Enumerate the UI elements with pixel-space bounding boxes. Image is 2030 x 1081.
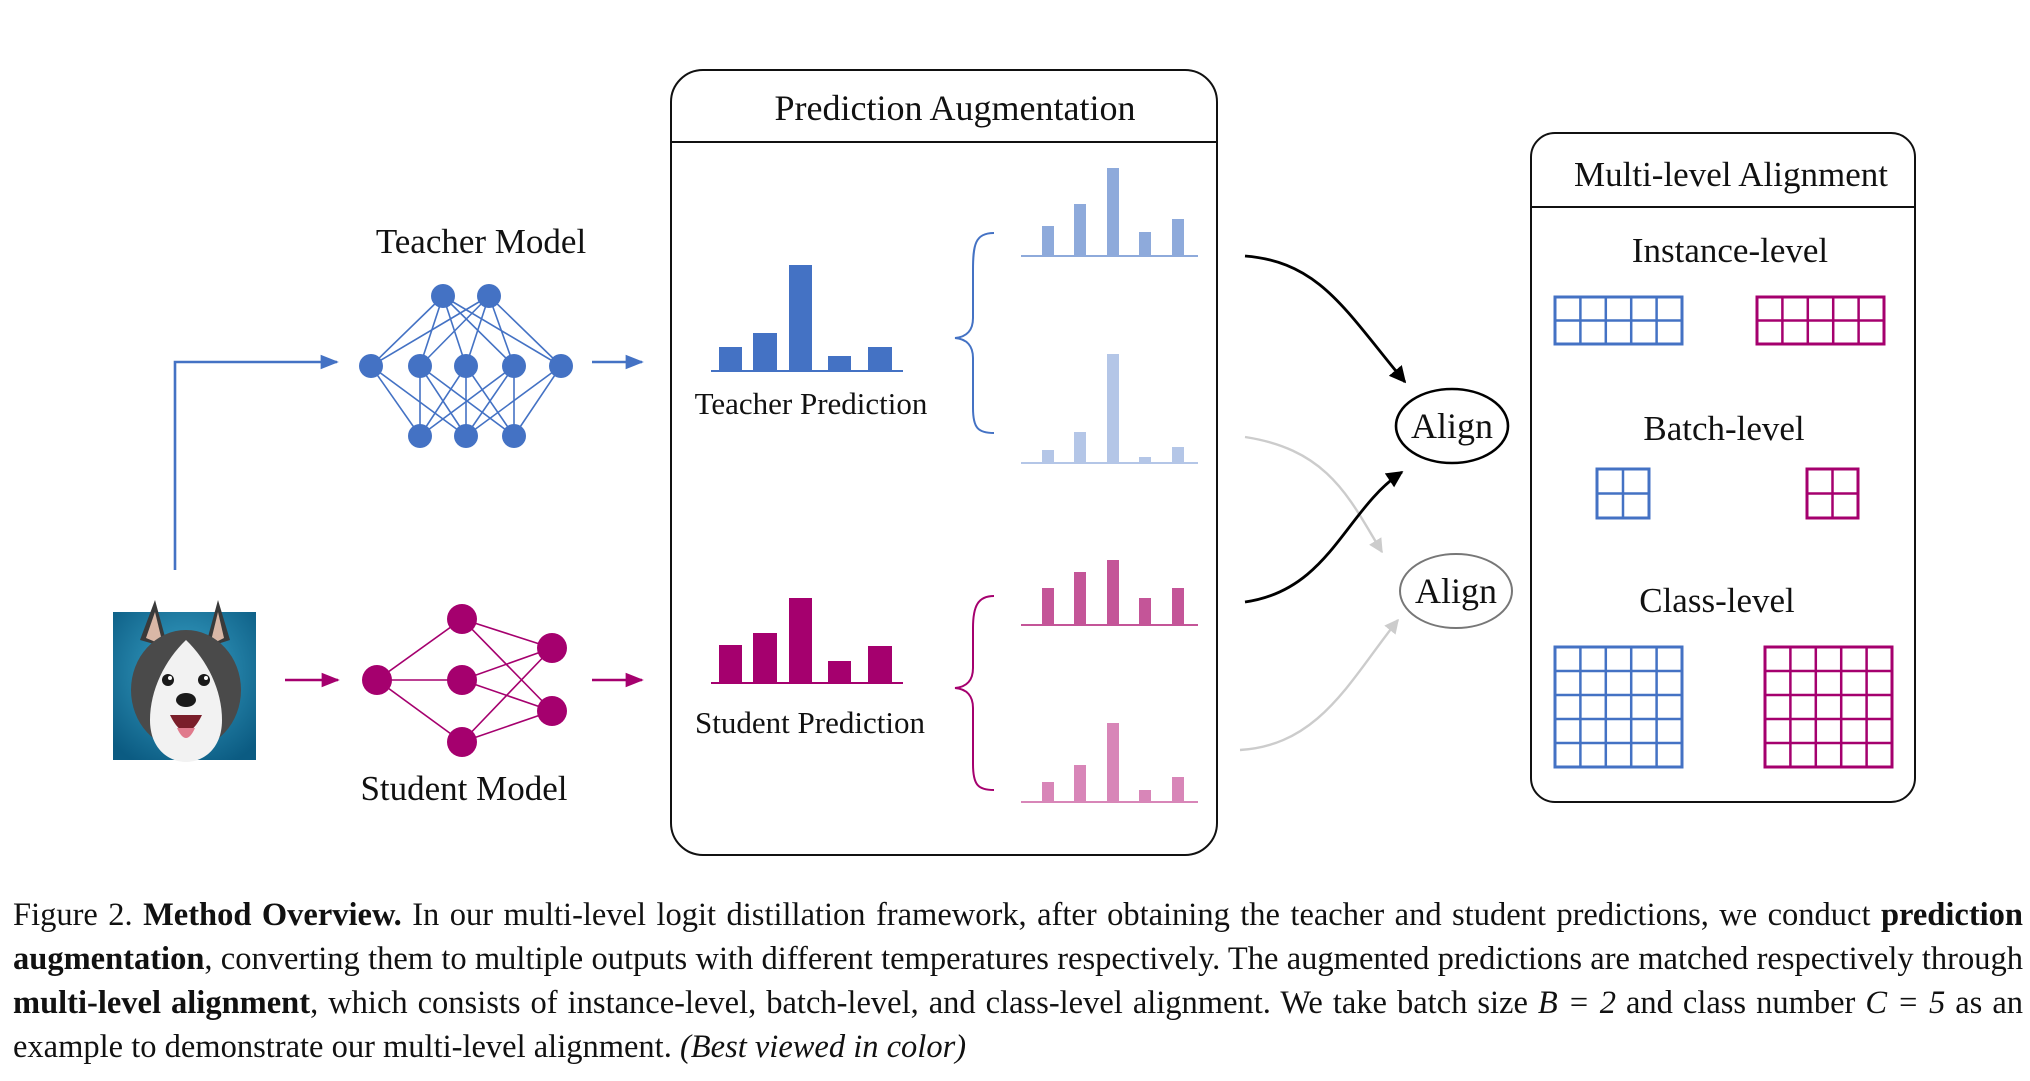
caption-title: Method Overview. [143,897,402,933]
instance-level-label: Instance-level [1632,231,1829,270]
caption-figure-number: Figure 2. [13,897,133,933]
teacher-node [408,424,432,448]
caption-math-batch-size: B = 2 [1537,985,1616,1021]
align-label-1: Align [1411,406,1493,446]
caption-bold-prediction-augmentation: prediction augmentation [13,897,2023,977]
black-arrow-student-to-align-1 [1244,470,1404,604]
student-node [537,696,567,726]
student-network-icon [362,604,567,757]
input-to-teacher-arrow [173,354,339,570]
student-augmented-output-2 [1021,723,1198,803]
black-arrow-teacher-to-align-1 [1244,254,1407,384]
teacher-prediction-label: Teacher Prediction [695,386,928,421]
align-label-2: Align [1415,571,1497,611]
class-level-label: Class-level [1639,581,1795,620]
teacher-node [477,284,501,308]
caption-italic-note: (Best viewed in color) [679,1029,967,1065]
align-node-2: Align [1399,553,1513,629]
student-instance-level-grid [1755,295,1886,346]
align-node-1: Align [1394,387,1510,465]
multi-level-alignment-panel: Multi-level Alignment Instance-level Bat… [1530,132,1916,803]
student-node [447,727,477,757]
student-prediction-histogram [711,598,903,684]
teacher-node [431,284,455,308]
teacher-node [502,354,526,378]
teacher-network-icon [359,284,573,448]
teacher-batch-level-grid [1595,467,1651,520]
caption-bold-multi-level-alignment: multi-level alignment [13,985,311,1021]
teacher-node [408,354,432,378]
multi-level-alignment-title: Multi-level Alignment [1574,155,1888,194]
input-dog-image [113,600,256,762]
prediction-augmentation-title: Prediction Augmentation [775,88,1136,128]
teacher-node [454,424,478,448]
figure-caption: Figure 2. Method Overview. In our multi-… [13,893,2023,1069]
teacher-node [359,354,383,378]
teacher-instance-level-grid [1553,295,1684,346]
teacher-brace [954,232,995,434]
student-batch-level-grid [1805,467,1860,520]
caption-math-class-number: C = 5 [1865,985,1946,1021]
teacher-augmented-output-1 [1021,168,1198,257]
teacher-model-label: Teacher Model [376,222,587,261]
student-node [447,665,477,695]
gray-arrow-teacher-to-align-2 [1244,435,1384,554]
caption-text-1: In our multi-level logit distillation fr… [401,897,1881,933]
student-prediction-label: Student Prediction [695,705,925,740]
teacher-class-level-grid [1553,645,1684,769]
student-node [447,604,477,634]
teacher-node [502,424,526,448]
student-node [362,665,392,695]
caption-text-5: as an example to demonstrate our multi-l… [13,985,2023,1065]
student-model-label: Student Model [360,769,567,808]
caption-text-3: , which consists of instance-level, batc… [310,985,1538,1021]
teacher-augmented-output-2 [1021,354,1198,464]
method-overview-diagram: Teacher Model Student Model Prediction A… [113,69,1916,856]
teacher-node [454,354,478,378]
teacher-prediction-histogram [711,265,903,372]
prediction-augmentation-panel: Prediction Augmentation [670,69,1218,856]
caption-text-4: and class number [1615,985,1866,1021]
student-augmented-output-1 [1021,560,1198,626]
caption-text-2: , converting them to multiple outputs wi… [204,941,2023,977]
student-class-level-grid [1763,645,1894,769]
student-brace [954,595,995,791]
teacher-node [549,354,573,378]
student-node [537,633,567,663]
gray-arrow-student-to-align-2 [1239,618,1399,752]
batch-level-label: Batch-level [1643,409,1805,448]
